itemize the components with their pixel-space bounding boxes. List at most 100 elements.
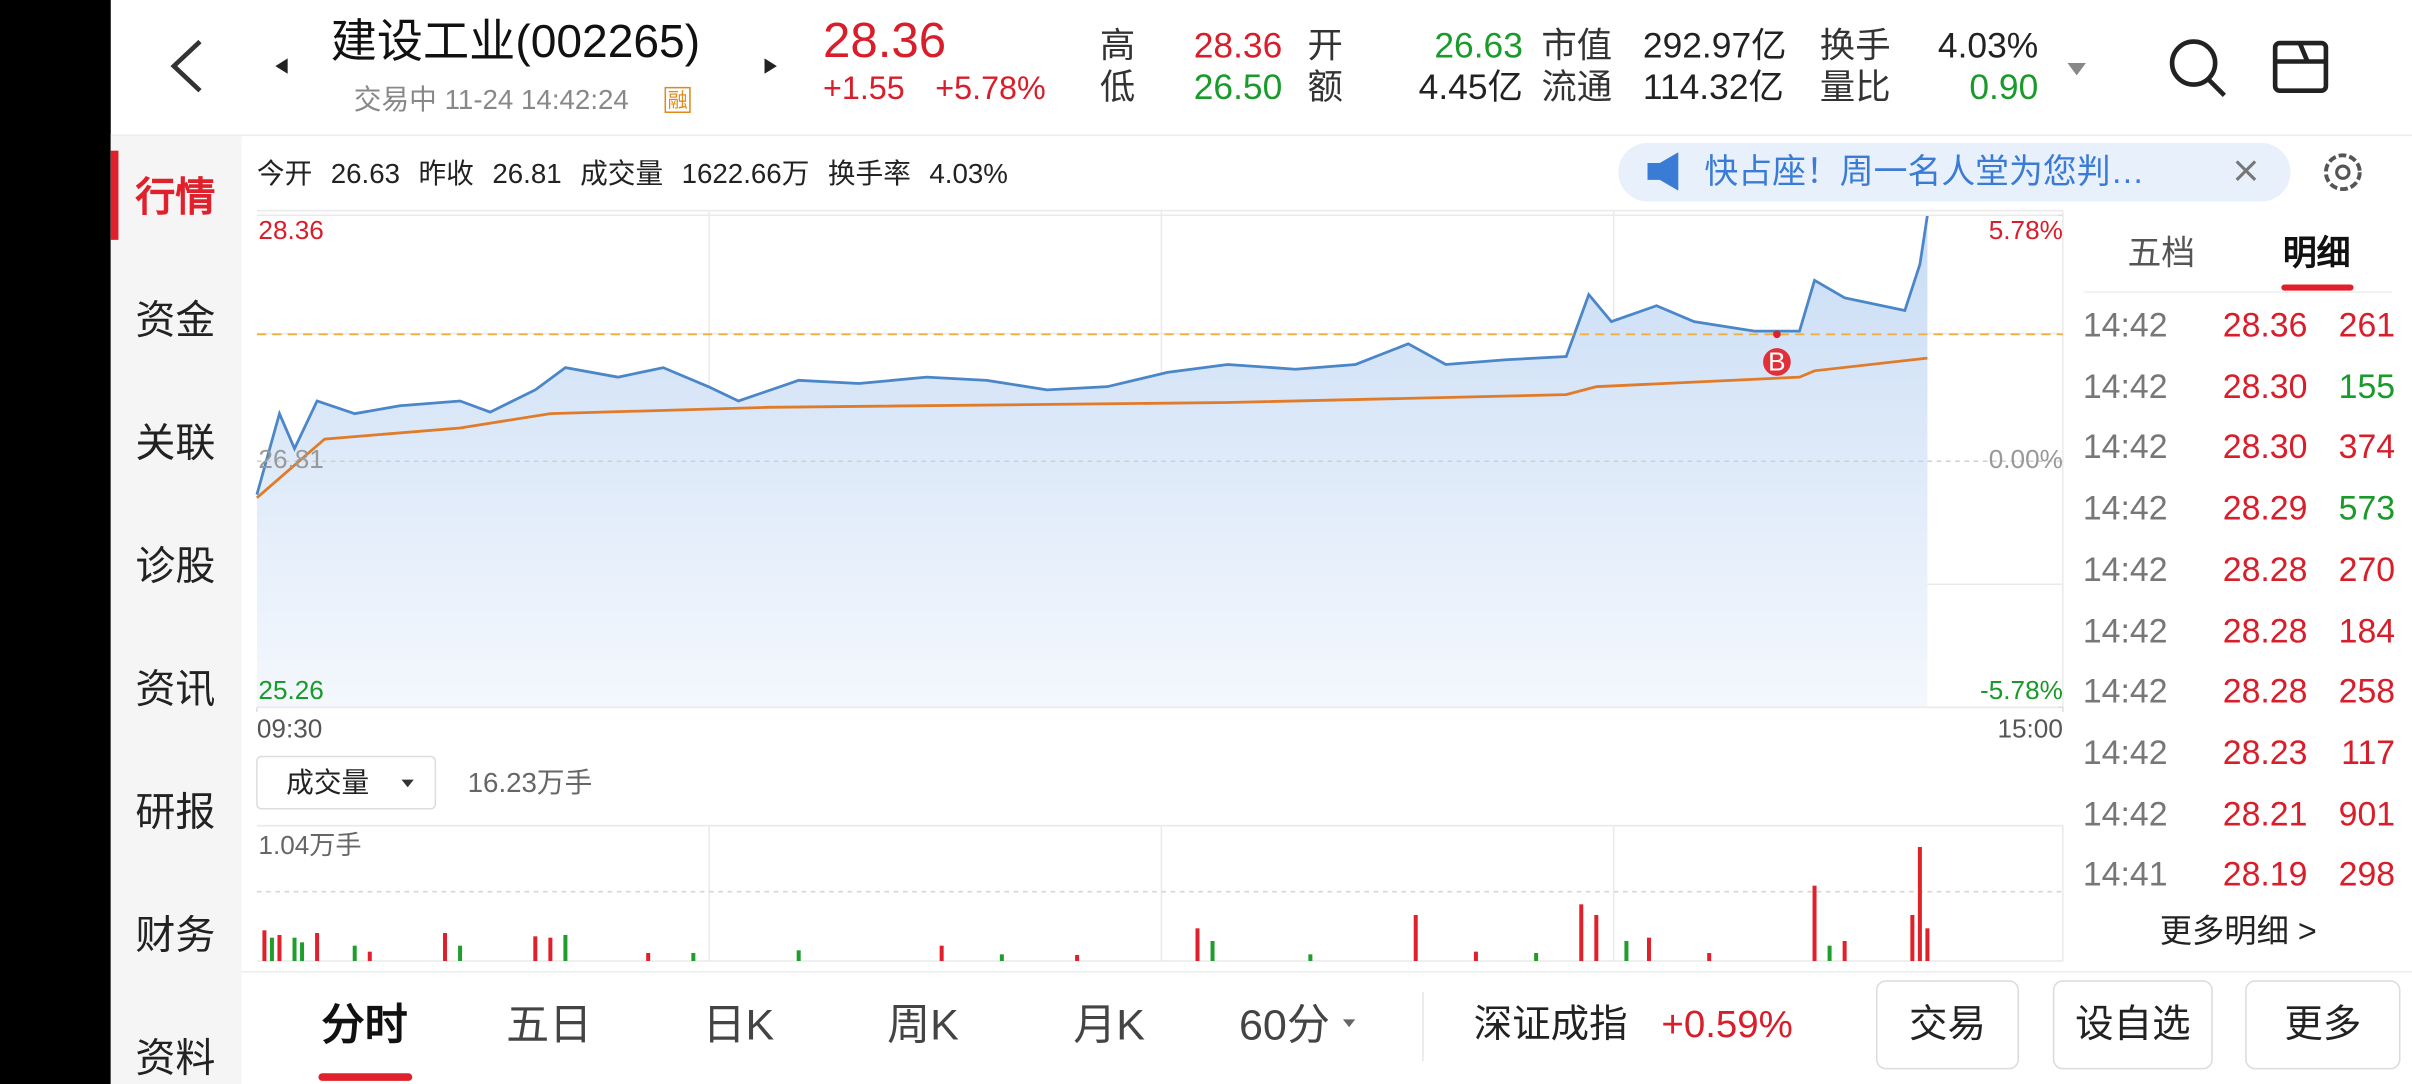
- info-label: 昨收: [418, 158, 474, 190]
- toolbox-icon[interactable]: [2272, 40, 2329, 94]
- period-tab[interactable]: 月K: [1073, 1000, 1146, 1049]
- period-tab[interactable]: 五日: [506, 1000, 593, 1049]
- y2-tick-label: -5.78%: [1980, 675, 2063, 705]
- volume-selector[interactable]: 成交量: [286, 767, 370, 799]
- period-tab[interactable]: 周K: [887, 1000, 959, 1049]
- volume-bar: [277, 935, 282, 961]
- detail-tab[interactable]: 五档: [2127, 233, 2196, 273]
- period-tab[interactable]: 日K: [702, 1000, 775, 1049]
- active-indicator: [110, 150, 119, 240]
- info-value: 1622.66万: [681, 158, 810, 190]
- volume-bar: [691, 953, 696, 961]
- info-bar: 今开 26.63 昨收 26.81 成交量 1622.66万 换手率 4.03%: [257, 160, 1008, 188]
- button[interactable]: 设自选: [2075, 1003, 2191, 1047]
- status: 交易中 11-24 14:42:24: [353, 84, 629, 116]
- detail-tab[interactable]: 明细: [2282, 233, 2351, 273]
- tab-underline: [318, 1073, 413, 1081]
- volume-bar: [1910, 915, 1915, 961]
- volume-bar: [646, 953, 651, 961]
- trade-badge: [1763, 348, 1791, 376]
- x-tick-label: 09:30: [257, 713, 322, 743]
- volume-bar: [352, 945, 357, 961]
- search-icon[interactable]: [2169, 39, 2227, 97]
- volume-bar: [1827, 945, 1832, 961]
- volume-bar: [1195, 928, 1200, 961]
- y2-tick-label: 5.78%: [1989, 215, 2063, 245]
- y-tick-label: 28.36: [258, 215, 323, 245]
- sidebar-tab[interactable]: 资料: [135, 1034, 216, 1081]
- trade-volume: 901: [2338, 794, 2396, 833]
- trade-price: 28.28: [2222, 550, 2308, 589]
- volume-bar: [315, 933, 320, 961]
- trade-time: 14:42: [2082, 305, 2168, 345]
- button[interactable]: 交易: [1909, 1003, 1986, 1047]
- volume-bar: [548, 937, 553, 961]
- megaphone-icon: [1647, 152, 1679, 191]
- expand-icon[interactable]: [2067, 63, 2086, 76]
- trade-price: 28.29: [2222, 489, 2308, 528]
- back-icon[interactable]: [170, 39, 202, 93]
- trade-price: 28.23: [2222, 733, 2308, 772]
- sidebar-tab[interactable]: 资金: [135, 296, 216, 343]
- button-bg[interactable]: [2245, 980, 2401, 1070]
- volume-bar: [300, 942, 305, 961]
- period-tab[interactable]: 分时: [321, 1000, 408, 1049]
- volume-bar: [1842, 941, 1847, 961]
- prev-icon[interactable]: [275, 58, 288, 74]
- volume-bar: [367, 951, 372, 961]
- volume-bar: [269, 937, 274, 961]
- banner-bg[interactable]: [1618, 142, 2291, 202]
- index-change[interactable]: +0.59%: [1661, 1003, 1793, 1047]
- volume-bar: [939, 945, 944, 961]
- volume-selector-box[interactable]: [256, 755, 437, 810]
- close-icon[interactable]: [2235, 160, 2257, 181]
- quote-label: 流通: [1541, 66, 1613, 107]
- sidebar-tab[interactable]: 关联: [135, 419, 216, 466]
- price: 28.36: [822, 12, 947, 68]
- index-name[interactable]: 深证成指: [1473, 1003, 1628, 1047]
- y-tick-label: 25.26: [258, 675, 323, 705]
- sidebar-tab[interactable]: 行情: [135, 173, 216, 220]
- next-icon[interactable]: [764, 58, 777, 74]
- margin-badge: 融: [664, 86, 691, 114]
- period-tab[interactable]: 60分: [1238, 1000, 1330, 1049]
- trade-volume: 270: [2338, 550, 2396, 589]
- trade-price: 28.30: [2222, 428, 2308, 467]
- volume-total: 16.23万手: [467, 767, 593, 799]
- button-bg[interactable]: [2052, 980, 2213, 1070]
- volume-bar: [1624, 941, 1629, 961]
- volume-bar: [1308, 954, 1313, 961]
- trade-price: 28.21: [2222, 794, 2308, 833]
- quote-label: 高: [1099, 25, 1136, 66]
- volume-bar: [563, 935, 568, 961]
- info-label: 今开: [256, 158, 313, 190]
- button-bg[interactable]: [1875, 980, 2020, 1070]
- quote-value: 26.50: [1193, 66, 1283, 107]
- quote-label: 额: [1307, 66, 1343, 107]
- settings-icon[interactable]: [2323, 153, 2362, 192]
- sidebar-bg: [110, 135, 242, 1084]
- volume-bar: [1579, 904, 1584, 961]
- change-pct: +5.78%: [935, 71, 1046, 107]
- volume-bar: [1812, 885, 1817, 961]
- button[interactable]: 更多: [2284, 1003, 2362, 1047]
- volume-bar: [1646, 937, 1651, 961]
- sidebar-tab[interactable]: 研报: [135, 788, 216, 835]
- trade-time: 14:42: [2082, 794, 2168, 833]
- trade-time: 14:42: [2082, 672, 2168, 711]
- quote-label: 量比: [1819, 66, 1891, 107]
- trade-time: 14:41: [2082, 855, 2168, 894]
- trade-price: 28.36: [2222, 305, 2308, 345]
- more-detail[interactable]: 更多明细 >: [2159, 914, 2317, 950]
- volume-bar: [1917, 847, 1922, 961]
- quote-value: 114.32亿: [1642, 66, 1784, 107]
- trade-price: 28.30: [2222, 367, 2308, 406]
- trade-volume: 117: [2341, 733, 2396, 772]
- banner-text[interactable]: 快占座！周一名人堂为您判…: [1704, 152, 2145, 191]
- sidebar-tab[interactable]: 资讯: [135, 665, 216, 712]
- volume-bar: [1210, 941, 1215, 961]
- volume-bar: [443, 933, 448, 961]
- sidebar-tab[interactable]: 财务: [135, 911, 216, 958]
- sidebar-tab[interactable]: 诊股: [135, 542, 216, 589]
